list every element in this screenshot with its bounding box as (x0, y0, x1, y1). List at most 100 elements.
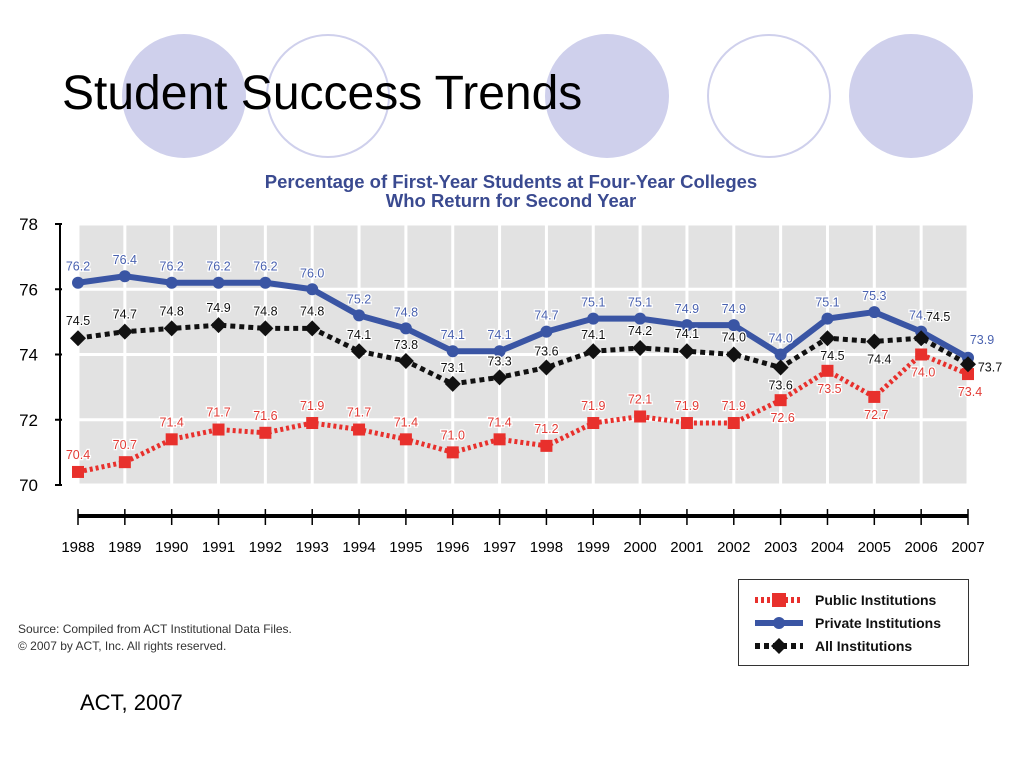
data-label-all: 74.2 (628, 324, 652, 338)
data-label-all: 74.5 (926, 310, 950, 324)
data-label-public: 71.7 (206, 406, 230, 420)
data-point-public (962, 368, 974, 381)
data-label-public: 71.9 (581, 399, 605, 413)
data-label-private: 76.2 (66, 260, 90, 274)
x-tick-label: 1998 (530, 539, 563, 556)
data-point-public (212, 423, 225, 436)
legend-label-private: Private Institutions (815, 615, 942, 631)
data-point-public (587, 417, 600, 430)
data-point-public (72, 465, 84, 478)
x-tick-label: 1988 (61, 539, 94, 556)
data-point-private (399, 322, 412, 335)
data-point-public (446, 446, 459, 459)
data-point-all (210, 317, 227, 334)
data-point-all (257, 320, 274, 337)
data-label-all: 74.8 (253, 304, 277, 318)
data-label-private: 75.2 (347, 292, 371, 306)
legend-label-public: Public Institutions (815, 592, 937, 608)
data-point-all (397, 353, 414, 370)
legend-swatch-private (755, 617, 803, 629)
data-label-private: 75.1 (815, 296, 839, 310)
data-point-private (118, 270, 131, 283)
data-label-all: 73.6 (768, 379, 792, 393)
data-point-all (960, 356, 976, 373)
data-label-private: 75.1 (628, 296, 652, 310)
series-line-public (77, 352, 969, 475)
x-tick-label: 2001 (670, 539, 703, 556)
data-label-all: 74.5 (66, 314, 90, 328)
data-label-public: 71.9 (722, 399, 746, 413)
legend-item-all: All Institutions (753, 635, 912, 657)
x-tick-label: 2005 (858, 539, 891, 556)
data-label-private: 74.1 (487, 328, 511, 342)
data-label-all: 74.1 (581, 328, 605, 342)
data-point-public (680, 417, 693, 430)
data-point-private (774, 348, 787, 361)
source-note: Source: Compiled from ACT Institutional … (18, 621, 292, 655)
decorative-circle (266, 34, 390, 158)
legend-swatch-public (755, 593, 803, 607)
x-tick-label: 1996 (436, 539, 469, 556)
data-point-all (585, 343, 602, 360)
data-label-public: 71.9 (675, 399, 699, 413)
data-label-all: 73.1 (441, 361, 465, 375)
data-point-private (446, 345, 459, 358)
data-label-public: 72.6 (770, 411, 794, 425)
data-point-all (304, 320, 321, 337)
x-tick-label: 1989 (108, 539, 141, 556)
data-labels: 70.4 70.7 71.4 71.7 71.6 71.9 71.7 71.4 71.0 71.4… (65, 252, 1004, 463)
data-point-private (634, 312, 647, 325)
slide-title: Student Success Trends (62, 67, 583, 120)
axes: 70 72 74 76 78 1988 1989 1990 1991 1992 1993 1994 19… (19, 215, 985, 556)
data-point-all (538, 359, 555, 376)
x-tick-label: 1994 (342, 539, 375, 556)
data-label-private: 73.9 (970, 333, 994, 347)
data-label-all: 74.8 (300, 304, 324, 318)
decorative-circle (122, 34, 246, 158)
data-label-private: 76.2 (253, 260, 277, 274)
chart-title-line1: Percentage of First-Year Students at Fou… (265, 171, 757, 192)
data-label-public: 71.0 (441, 428, 465, 442)
data-point-private (212, 276, 225, 289)
legend-swatch-all (755, 638, 803, 654)
data-point-public (915, 348, 928, 361)
series-line-private (77, 273, 970, 361)
data-label-private: 74.8 (394, 305, 418, 319)
y-tick-label: 76 (19, 280, 38, 299)
data-point-public (306, 417, 319, 430)
series-line-all (77, 322, 970, 387)
data-point-public (165, 433, 178, 446)
x-tick-label: 2004 (811, 539, 844, 556)
data-label-private: 74.7 (534, 309, 558, 323)
chart-title-line2: Who Return for Second Year (386, 190, 636, 211)
decorative-circle (707, 34, 831, 158)
data-point-private (540, 325, 553, 338)
data-point-public (399, 433, 412, 446)
data-point-private (727, 319, 740, 332)
data-point-all (866, 333, 883, 350)
data-point-all (163, 320, 180, 337)
data-point-private (259, 276, 272, 289)
data-label-private: 75.3 (862, 289, 886, 303)
data-label-private: 74.9 (675, 302, 699, 316)
data-label-public: 71.4 (394, 415, 418, 429)
data-point-public (774, 394, 787, 407)
x-tick-label: 1992 (249, 539, 282, 556)
x-tick-label: 2002 (717, 539, 750, 556)
data-point-all (913, 330, 930, 347)
data-point-private (680, 319, 693, 332)
data-label-all: 74.7 (113, 308, 137, 322)
y-tick-label: 70 (19, 476, 38, 495)
decorative-circle (849, 34, 973, 158)
data-label-public: 74.0 (911, 366, 935, 380)
x-tick-label: 1995 (389, 539, 422, 556)
data-label-all: 73.3 (487, 354, 511, 368)
data-point-private (587, 312, 600, 325)
x-tick-label: 1999 (577, 539, 610, 556)
legend-item-public: Public Institutions (753, 589, 936, 611)
data-point-public (259, 426, 272, 439)
data-label-private: 74.1 (441, 328, 465, 342)
data-label-private: 74.7 (909, 309, 933, 323)
x-tick-label: 1997 (483, 539, 516, 556)
legend-label-all: All Institutions (815, 638, 913, 654)
